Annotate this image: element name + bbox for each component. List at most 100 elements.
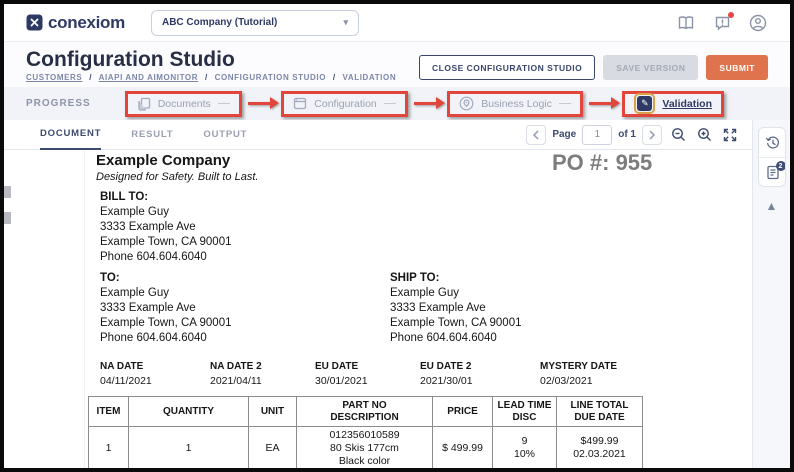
breadcrumb-separator: / [89, 73, 93, 82]
table-header: PRICE [433, 397, 493, 427]
validation-icon: ✎ [637, 96, 653, 111]
date-value: 30/01/2021 [315, 375, 368, 387]
zoom-out-button[interactable] [668, 125, 688, 145]
prev-page-button[interactable] [526, 124, 547, 145]
chevron-right-icon [649, 129, 656, 140]
step-label-business-logic: Business Logic [481, 97, 552, 110]
document-viewer: Example Company Designed for Safety. Bui… [4, 150, 752, 468]
to-block: TO: Example Guy 3333 Example Ave Example… [100, 271, 231, 346]
collapse-panel-button[interactable]: ▲ [766, 199, 778, 213]
top-bar: conexiom ABC Company (Tutorial) ▾ [4, 4, 790, 42]
step-label-configuration: Configuration [314, 97, 377, 110]
table-cell: 1 [89, 427, 129, 468]
notification-dot [728, 11, 734, 18]
results-panel-button[interactable]: 2 [758, 157, 785, 186]
date-value: 2021/30/01 [420, 375, 473, 387]
date-label: EU DATE [315, 361, 359, 372]
document-tagline: Designed for Safety. Built to Last. [96, 171, 259, 183]
date-label: MYSTERY DATE [540, 361, 618, 372]
date-label: NA DATE [100, 361, 144, 372]
table-header: LEAD TIME DISC [493, 397, 557, 427]
bill-to-label: BILL TO: [100, 191, 149, 203]
submit-button[interactable]: SUBMIT [706, 55, 768, 80]
page-input[interactable] [582, 124, 613, 145]
tab-result[interactable]: RESULT [131, 129, 174, 140]
page-title: Configuration Studio [26, 48, 235, 71]
po-line-items-table: ITEM QUANTITY UNIT PART NO DESCRIPTION P… [88, 396, 643, 468]
breadcrumb-separator: / [204, 73, 208, 82]
docs-book-button[interactable] [676, 13, 696, 33]
to-label: TO: [100, 272, 120, 284]
chevron-left-icon [533, 129, 539, 140]
date-field: EU DATE 2 2021/30/01 [420, 361, 473, 387]
chevron-down-icon: ▾ [343, 17, 348, 27]
progress-stepper: PROGRESS Documents Configuration Busines… [4, 87, 790, 120]
viewer-toolbar: DOCUMENT RESULT OUTPUT Page of 1 [4, 120, 752, 150]
fullscreen-icon [723, 128, 737, 141]
breadcrumb-separator: / [332, 73, 336, 82]
documents-icon [138, 97, 150, 111]
next-page-button[interactable] [642, 124, 662, 145]
table-cell: 9 10% [493, 427, 557, 468]
progress-step-configuration[interactable]: Configuration [281, 90, 408, 117]
notifications-button[interactable] [712, 11, 734, 33]
breadcrumb-item-validation: VALIDATION [342, 73, 397, 82]
po-number: PO #: 955 [552, 150, 653, 175]
date-field: EU DATE 30/01/2021 [315, 361, 368, 387]
progress-step-validation[interactable]: ✎ Validation [622, 90, 724, 117]
date-field: NA DATE 2 2021/04/11 [210, 361, 262, 387]
table-cell: 1 [129, 427, 249, 468]
configuration-icon [294, 97, 307, 110]
progress-step-business-logic[interactable]: Business Logic [447, 90, 583, 117]
user-icon [749, 14, 767, 31]
breadcrumb-link-aiapi[interactable]: AIAPI AND AIMONITOR [98, 73, 199, 82]
document-list-icon [766, 165, 779, 179]
date-value: 04/11/2021 [100, 375, 152, 387]
tab-document[interactable]: DOCUMENT [40, 120, 102, 150]
history-button[interactable] [759, 128, 785, 157]
ship-to-label: SHIP TO: [390, 272, 440, 284]
annotation-arrow [413, 97, 445, 109]
progress-step-documents[interactable]: Documents [124, 90, 242, 117]
table-cell: EA [249, 427, 297, 468]
table-cell: 012356010589 80 Skis 177cm Black color [297, 427, 433, 468]
business-logic-icon [459, 96, 474, 111]
breadcrumb-link-customers[interactable]: CUSTOMERS [26, 73, 83, 82]
date-field: MYSTERY DATE 02/03/2021 [540, 361, 617, 387]
validation-icon-highlight: ✎ [634, 93, 656, 114]
bill-to-line: Example Guy [100, 206, 170, 218]
left-edge-handle [4, 212, 11, 224]
date-label: NA DATE 2 [210, 361, 262, 372]
date-value: 02/03/2021 [540, 375, 593, 387]
conexiom-logo: conexiom [26, 13, 125, 33]
stepper-connector [383, 103, 396, 104]
zoom-in-button[interactable] [694, 125, 714, 145]
bill-to-line: Example Town, CA 90001 [100, 236, 232, 248]
ship-to-line: Example Town, CA 90001 [390, 317, 522, 329]
page-header: Configuration Studio CUSTOMERS / AIAPI A… [4, 42, 790, 87]
table-header: ITEM [89, 397, 129, 427]
bill-to-block: BILL TO: Example Guy 3333 Example Ave Ex… [100, 190, 231, 265]
tab-output[interactable]: OUTPUT [203, 129, 248, 140]
ship-to-block: SHIP TO: Example Guy 3333 Example Ave Ex… [390, 271, 521, 346]
company-selector[interactable]: ABC Company (Tutorial) ▾ [150, 9, 359, 36]
document-gutter [4, 150, 85, 468]
fullscreen-button[interactable] [720, 125, 740, 145]
step-label-validation: Validation [662, 97, 712, 110]
breadcrumb-item-configuration-studio: CONFIGURATION STUDIO [214, 73, 327, 82]
triangle-up-icon: ▲ [765, 199, 778, 213]
zoom-in-icon [697, 128, 711, 141]
annotation-arrow [588, 97, 620, 109]
close-configuration-studio-button[interactable]: CLOSE CONFIGURATION STUDIO [419, 55, 596, 80]
company-selector-value: ABC Company (Tutorial) [161, 17, 278, 28]
ship-to-line: Phone 604.604.6040 [390, 332, 497, 344]
brand-name: conexiom [48, 12, 125, 32]
brand-mark-icon [26, 14, 43, 31]
right-rail: 2 ▲ [752, 120, 790, 468]
save-version-button: SAVE VERSION [603, 55, 699, 80]
table-header: UNIT [249, 397, 297, 427]
table-cell: $ 499.99 [433, 427, 493, 468]
breadcrumb: CUSTOMERS / AIAPI AND AIMONITOR / CONFIG… [26, 73, 396, 82]
user-menu-button[interactable] [748, 13, 768, 33]
history-icon [765, 135, 779, 149]
